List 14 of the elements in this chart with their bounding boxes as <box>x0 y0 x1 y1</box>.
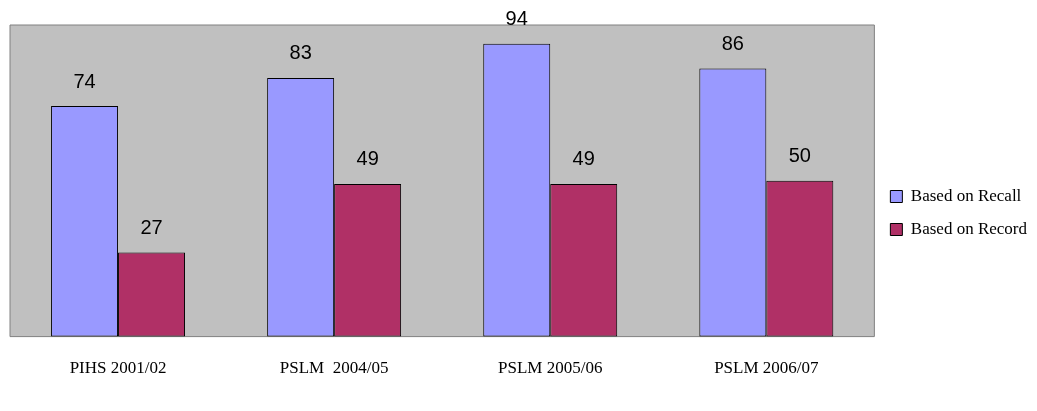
data-label: 83 <box>289 41 312 64</box>
x-tick-label: PIHS 2001/02 <box>69 358 167 378</box>
data-label: 49 <box>572 147 595 170</box>
data-label: 27 <box>140 215 163 238</box>
data-label: 94 <box>505 7 528 30</box>
data-label: 74 <box>73 69 96 92</box>
x-tick-label: PSLM 2004/05 <box>279 358 389 378</box>
data-label: 50 <box>788 144 811 167</box>
legend-label: Based on Record <box>910 218 1028 238</box>
x-tick-label: PSLM 2005/06 <box>498 358 603 378</box>
data-label: 86 <box>721 32 744 55</box>
data-label: 49 <box>356 147 379 170</box>
x-tick-label: PSLM 2006/07 <box>714 358 820 378</box>
legend-label: Based on Recall <box>910 185 1022 205</box>
